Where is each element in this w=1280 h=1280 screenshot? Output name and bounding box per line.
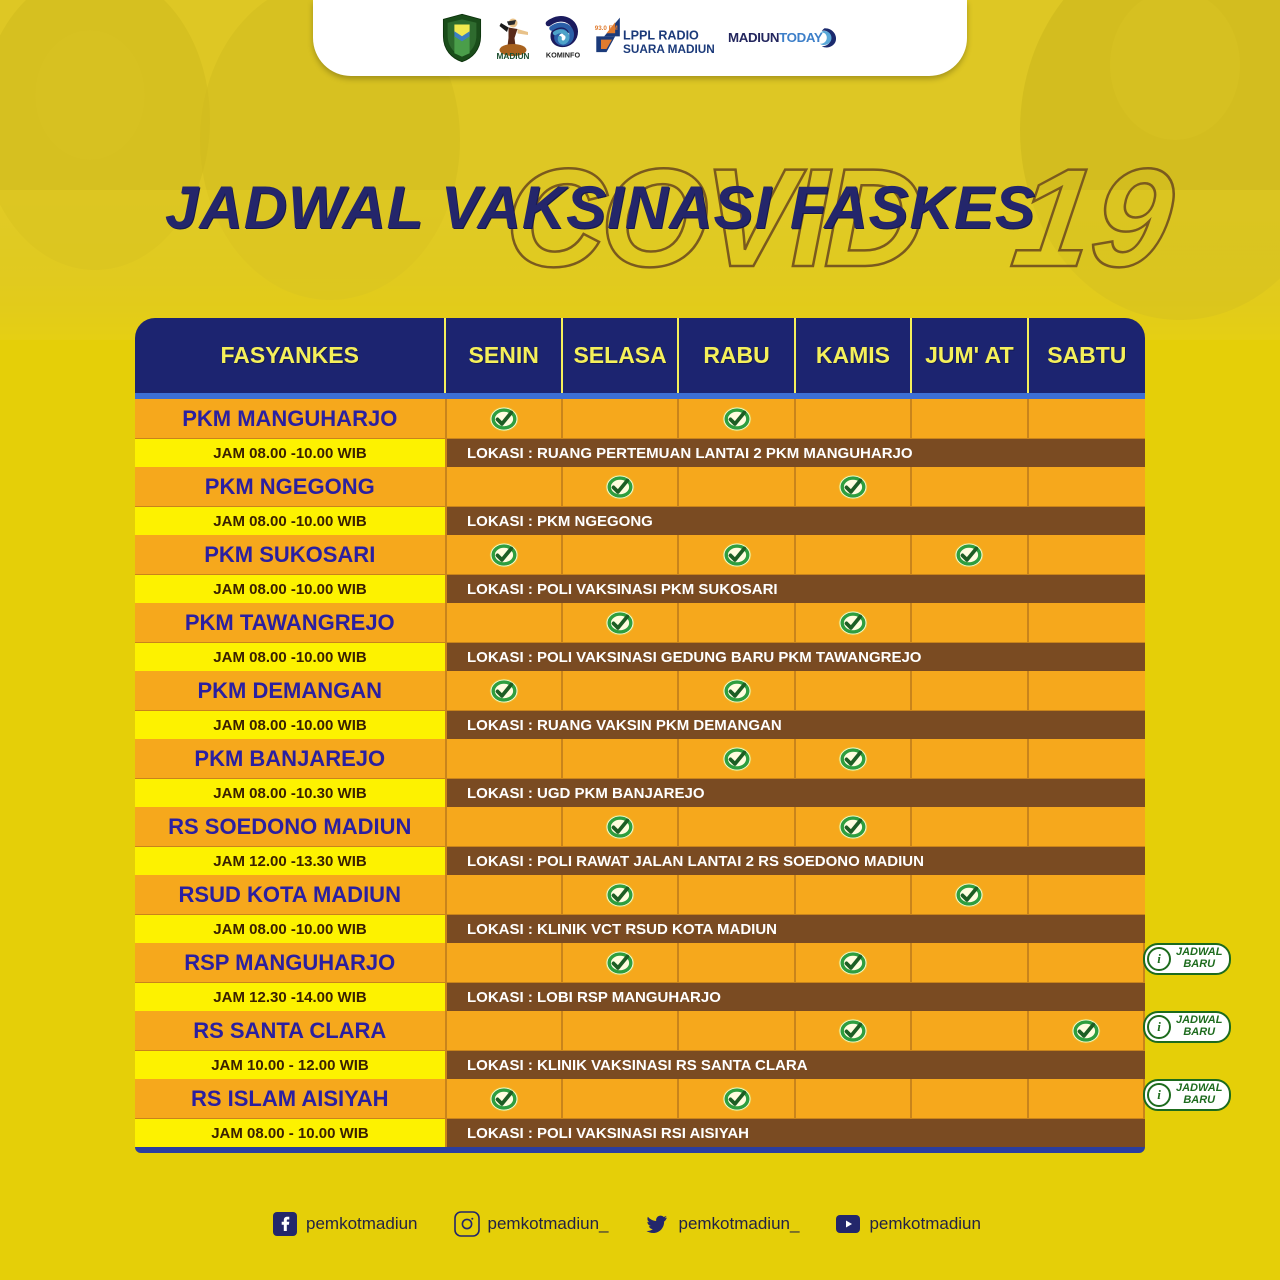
svg-text:KOMINFO: KOMINFO	[546, 50, 581, 59]
svg-text:SUARA MADIUN: SUARA MADIUN	[623, 43, 715, 56]
svg-text:LPPL RADIO: LPPL RADIO	[623, 29, 699, 43]
svg-text:93.0 FM: 93.0 FM	[595, 25, 618, 32]
svg-text:MADIUN: MADIUN	[497, 52, 530, 61]
svg-text:MADIUN: MADIUN	[728, 30, 779, 45]
svg-text:TODAY: TODAY	[779, 30, 823, 45]
